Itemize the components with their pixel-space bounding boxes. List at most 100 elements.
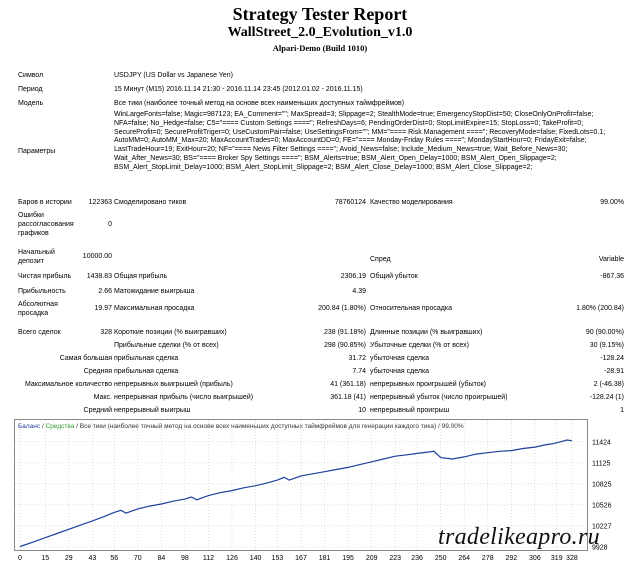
bars-label: Баров в истории	[18, 199, 72, 206]
avg-label: Средний	[83, 407, 112, 414]
largest-label: Самая большая	[59, 355, 112, 362]
cons-wins-label: непрерывных выигрышей (прибыль)	[114, 381, 233, 388]
quality-label: Качество моделирования	[370, 199, 453, 206]
x-tick-label: 70	[134, 555, 142, 562]
x-tick-label: 223	[389, 555, 401, 562]
short-label: Короткие позиции (% выигравших)	[114, 329, 227, 336]
max-count-label: Максимальное количество	[24, 381, 112, 388]
legend-separator: /	[40, 423, 45, 430]
x-tick-label: 328	[566, 555, 578, 562]
model-label: Модель	[18, 100, 44, 107]
profit-trades-label: Прибыльные сделки (% от всех)	[114, 342, 219, 349]
gross-profit-value: 2306.19	[340, 273, 366, 280]
largest-loss-value: -128.24	[600, 355, 624, 362]
watermark: tradelikeapro.ru	[438, 524, 600, 550]
cons-profit-label: непрерывная прибыль (число выигрышей)	[114, 394, 254, 401]
server-name: Alpari-Demo (Build 1010)	[272, 43, 368, 53]
params-value: WinLargeFonts=false; Magic=987123; EA_Co…	[114, 111, 606, 171]
y-tick-label: 10227	[592, 523, 612, 530]
x-tick-label: 0	[18, 555, 22, 562]
period-value: 15 Минут (M15) 2016.11.14 21:30 - 2016.1…	[114, 86, 363, 93]
largest-profit-value: 31.72	[348, 355, 366, 362]
x-tick-label: 153	[272, 555, 284, 562]
period-label: Период	[18, 86, 43, 93]
deposit-value: 10000.00	[82, 253, 112, 260]
net-profit-label: Чистая прибыль	[18, 273, 72, 280]
x-tick-label: 112	[203, 555, 214, 562]
params-label: Параметры	[18, 148, 56, 155]
cons-loss-value: -128.24 (1)	[589, 394, 624, 401]
x-tick-label: 126	[226, 555, 238, 562]
rel-dd-label: Относительная просадка	[370, 305, 452, 312]
report-title: Strategy Tester Report	[232, 4, 408, 24]
gross-profit-label: Общая прибыль	[114, 273, 168, 280]
balance-chart: Баланс / Средства / Все тики (наиболее т…	[14, 419, 612, 562]
x-tick-label: 292	[505, 555, 517, 562]
legend-balance: Баланс	[18, 423, 41, 430]
x-tick-label: 15	[41, 555, 49, 562]
quality-value: 99.00%	[600, 199, 624, 206]
cons-losses-value: 2 (-46.38)	[593, 381, 624, 388]
deposit-label: Начальный депозит	[18, 249, 55, 265]
gross-loss-value: -867.36	[600, 273, 624, 280]
legend-equity: Средства	[46, 423, 75, 430]
symbol-value: USDJPY (US Dollar vs Japanese Yen)	[114, 72, 233, 79]
y-tick-label: 10526	[592, 502, 612, 509]
max-dd-label: Максимальная просадка	[114, 305, 195, 312]
long-value: 90 (90.00%)	[585, 329, 624, 336]
profit-trades-value: 298 (90.85%)	[323, 342, 366, 349]
profit-factor-label: Прибыльность	[18, 288, 66, 295]
x-tick-label: 250	[435, 555, 447, 562]
x-tick-label: 29	[65, 555, 73, 562]
average-label: Средняя	[83, 368, 112, 375]
cons-losses-label: непрерывных проигрышей (убыток)	[370, 381, 487, 388]
abs-dd-label: Абсолютная просадка	[18, 301, 58, 317]
total-trades-label: Всего сделок	[18, 329, 61, 336]
expected-payoff-value: 4.39	[352, 288, 366, 295]
x-tick-label: 195	[342, 555, 354, 562]
avg-losses-value: 1	[620, 407, 624, 414]
avg-wins-label: непрерывный выигрыш	[114, 407, 191, 414]
loss-trades-label: Убыточные сделки (% от всех)	[370, 342, 469, 349]
errors-value: 0	[108, 221, 112, 228]
rel-dd-value: 1.80% (200.84)	[576, 305, 624, 312]
chart-legend: Баланс / Средства / Все тики (наиболее т…	[18, 422, 464, 430]
expected-payoff-label: Матожидание выигрыша	[114, 288, 195, 295]
x-tick-label: 264	[458, 555, 470, 562]
ticks-label: Смоделировано тиков	[114, 199, 187, 206]
x-tick-label: 306	[529, 555, 541, 562]
spread-value: Variable	[598, 256, 624, 263]
balance-series-line	[19, 439, 572, 548]
average-profit-label: прибыльная сделка	[114, 368, 179, 375]
long-label: Длинные позиции (% выигравших)	[370, 329, 483, 336]
cons-profit-value: 361.18 (41)	[330, 394, 366, 401]
errors-label: Ошибки рассогласования графиков	[18, 212, 74, 237]
x-tick-label: 236	[411, 555, 423, 562]
cons-loss-label: непрерывный убыток (число проигрышей)	[370, 394, 508, 401]
x-axis-ticks: 0 15 29 43 56 70 84 98 112 126 140 153 167 181 195 209 2…	[18, 555, 578, 562]
abs-dd-value: 19.97	[94, 305, 112, 312]
spread-label: Спред	[370, 256, 391, 263]
ticks-value: 78760124	[334, 199, 366, 206]
x-tick-label: 278	[482, 555, 494, 562]
y-tick-label: 11125	[592, 460, 611, 467]
y-axis-ticks: 9928 10227 10526 10825 11125 11424	[592, 439, 612, 551]
max-label: Макс.	[93, 394, 112, 401]
gross-loss-label: Общий убыток	[370, 273, 418, 280]
profit-factor-value: 2.66	[98, 288, 112, 295]
avg-wins-value: 10	[358, 407, 366, 414]
symbol-label: Символ	[18, 72, 44, 79]
y-tick-label: 10825	[592, 481, 612, 488]
cons-wins-value: 41 (361.18)	[330, 381, 366, 388]
grid	[15, 420, 587, 550]
max-dd-value: 200.84 (1.80%)	[318, 305, 366, 312]
avg-losses-label: непрерывный проигрыш	[370, 407, 450, 414]
x-tick-label: 319	[551, 555, 563, 562]
x-tick-label: 167	[295, 555, 307, 562]
average-profit-value: 7.74	[352, 368, 366, 375]
model-value: Все тики (наиболее точный метод на основ…	[114, 100, 405, 107]
net-profit-value: 1438.83	[86, 273, 112, 280]
x-tick-label: 140	[250, 555, 262, 562]
x-tick-label: 43	[88, 555, 96, 562]
average-loss-label: убыточная сделка	[370, 368, 430, 375]
